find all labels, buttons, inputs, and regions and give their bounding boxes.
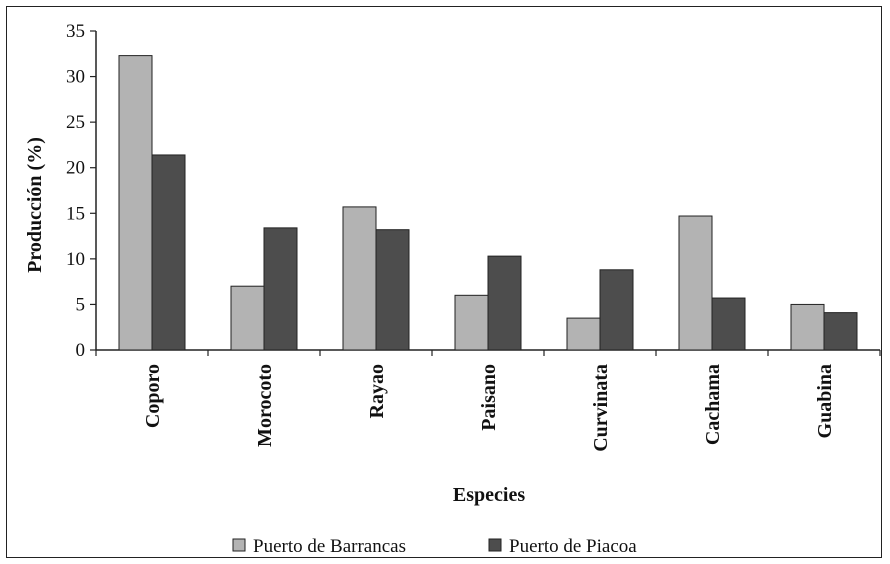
bar-puerto-de-piacoa-coporo <box>152 155 185 350</box>
x-tick-label: Morocoto <box>254 364 276 447</box>
legend-label-puerto-de-piacoa: Puerto de Piacoa <box>509 536 637 557</box>
y-tick-label: 5 <box>76 294 86 315</box>
x-tick-label: Rayao <box>366 364 388 418</box>
x-axis-title: Especies <box>453 484 525 506</box>
x-tick-label: Paisano <box>478 364 500 431</box>
y-axis-title: Producción (%) <box>24 137 46 273</box>
x-tick-label: Guabina <box>814 364 836 438</box>
x-tick-label: Coporo <box>142 364 164 428</box>
bar-puerto-de-piacoa-morocoto <box>264 228 297 350</box>
y-tick-label: 30 <box>66 67 85 88</box>
bar-puerto-de-barrancas-paisano <box>455 295 488 350</box>
bar-puerto-de-piacoa-rayao <box>376 230 409 350</box>
y-tick-label: 15 <box>66 203 85 224</box>
bar-puerto-de-barrancas-morocoto <box>231 286 264 350</box>
bar-puerto-de-piacoa-guabina <box>824 313 857 350</box>
bar-puerto-de-barrancas-cachama <box>679 216 712 350</box>
y-tick-label: 0 <box>76 340 86 361</box>
y-tick-label: 25 <box>66 112 85 133</box>
bar-puerto-de-barrancas-guabina <box>791 304 824 350</box>
bar-puerto-de-piacoa-cachama <box>712 298 745 350</box>
bar-puerto-de-barrancas-rayao <box>343 207 376 350</box>
legend: Puerto de Barrancas Puerto de Piacoa <box>233 536 637 557</box>
y-tick-label: 35 <box>66 21 85 42</box>
x-tick-label: Curvinata <box>590 364 612 452</box>
bar-puerto-de-barrancas-coporo <box>119 56 152 350</box>
legend-label-puerto-de-barrancas: Puerto de Barrancas <box>253 536 406 557</box>
x-tick-label: Cachama <box>702 364 724 445</box>
bar-puerto-de-piacoa-curvinata <box>600 270 633 350</box>
plot-area: 0 5 10 15 20 25 30 35 Coporo Morocoto Rayao Paisano… <box>66 21 880 452</box>
legend-swatch-puerto-de-piacoa <box>489 539 501 551</box>
bar-puerto-de-barrancas-curvinata <box>567 318 600 350</box>
bar-puerto-de-piacoa-paisano <box>488 256 521 350</box>
legend-swatch-puerto-de-barrancas <box>233 539 245 551</box>
y-tick-label: 20 <box>66 158 85 179</box>
y-tick-label: 10 <box>66 249 85 270</box>
